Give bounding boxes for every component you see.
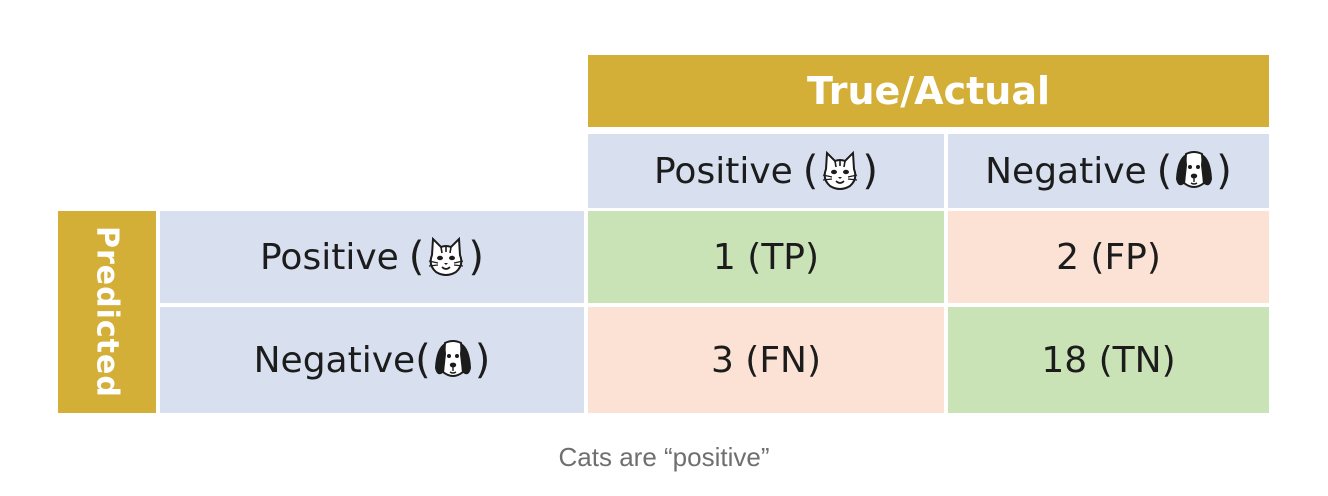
dog-face-icon	[1174, 149, 1214, 193]
cell-false-negative-value: 3 (FN)	[710, 339, 822, 381]
cell-false-negative: 3 (FN)	[588, 307, 944, 413]
predicted-header-label: Predicted	[89, 226, 125, 398]
cell-true-negative: 18 (TN)	[948, 307, 1269, 413]
predicted-header: Predicted	[58, 211, 156, 413]
column-header-negative-label: Negative	[985, 150, 1147, 192]
row-header-positive-label: Positive	[260, 236, 399, 278]
cat-face-icon	[426, 235, 466, 279]
column-header-positive-label: Positive	[654, 150, 793, 192]
cell-true-positive-value: 1 (TP)	[712, 236, 820, 278]
dog-face-icon	[433, 338, 473, 382]
cell-false-positive-value: 2 (FP)	[1056, 236, 1161, 278]
figure-caption: Cats are “positive”	[558, 442, 770, 472]
column-header-positive: Positive ( )	[588, 134, 944, 208]
cat-face-icon	[820, 149, 860, 193]
column-header-negative: Negative ( )	[948, 134, 1269, 208]
row-header-negative: Negative ( )	[160, 307, 584, 413]
cell-true-positive: 1 (TP)	[588, 211, 944, 303]
row-header-negative-label: Negative	[253, 339, 416, 381]
row-header-positive: Positive ( )	[160, 211, 584, 303]
actual-header: True/Actual	[588, 55, 1269, 127]
cell-true-negative-value: 18 (TN)	[1041, 339, 1176, 381]
actual-header-label: True/Actual	[806, 69, 1050, 113]
cell-false-positive: 2 (FP)	[948, 211, 1269, 303]
